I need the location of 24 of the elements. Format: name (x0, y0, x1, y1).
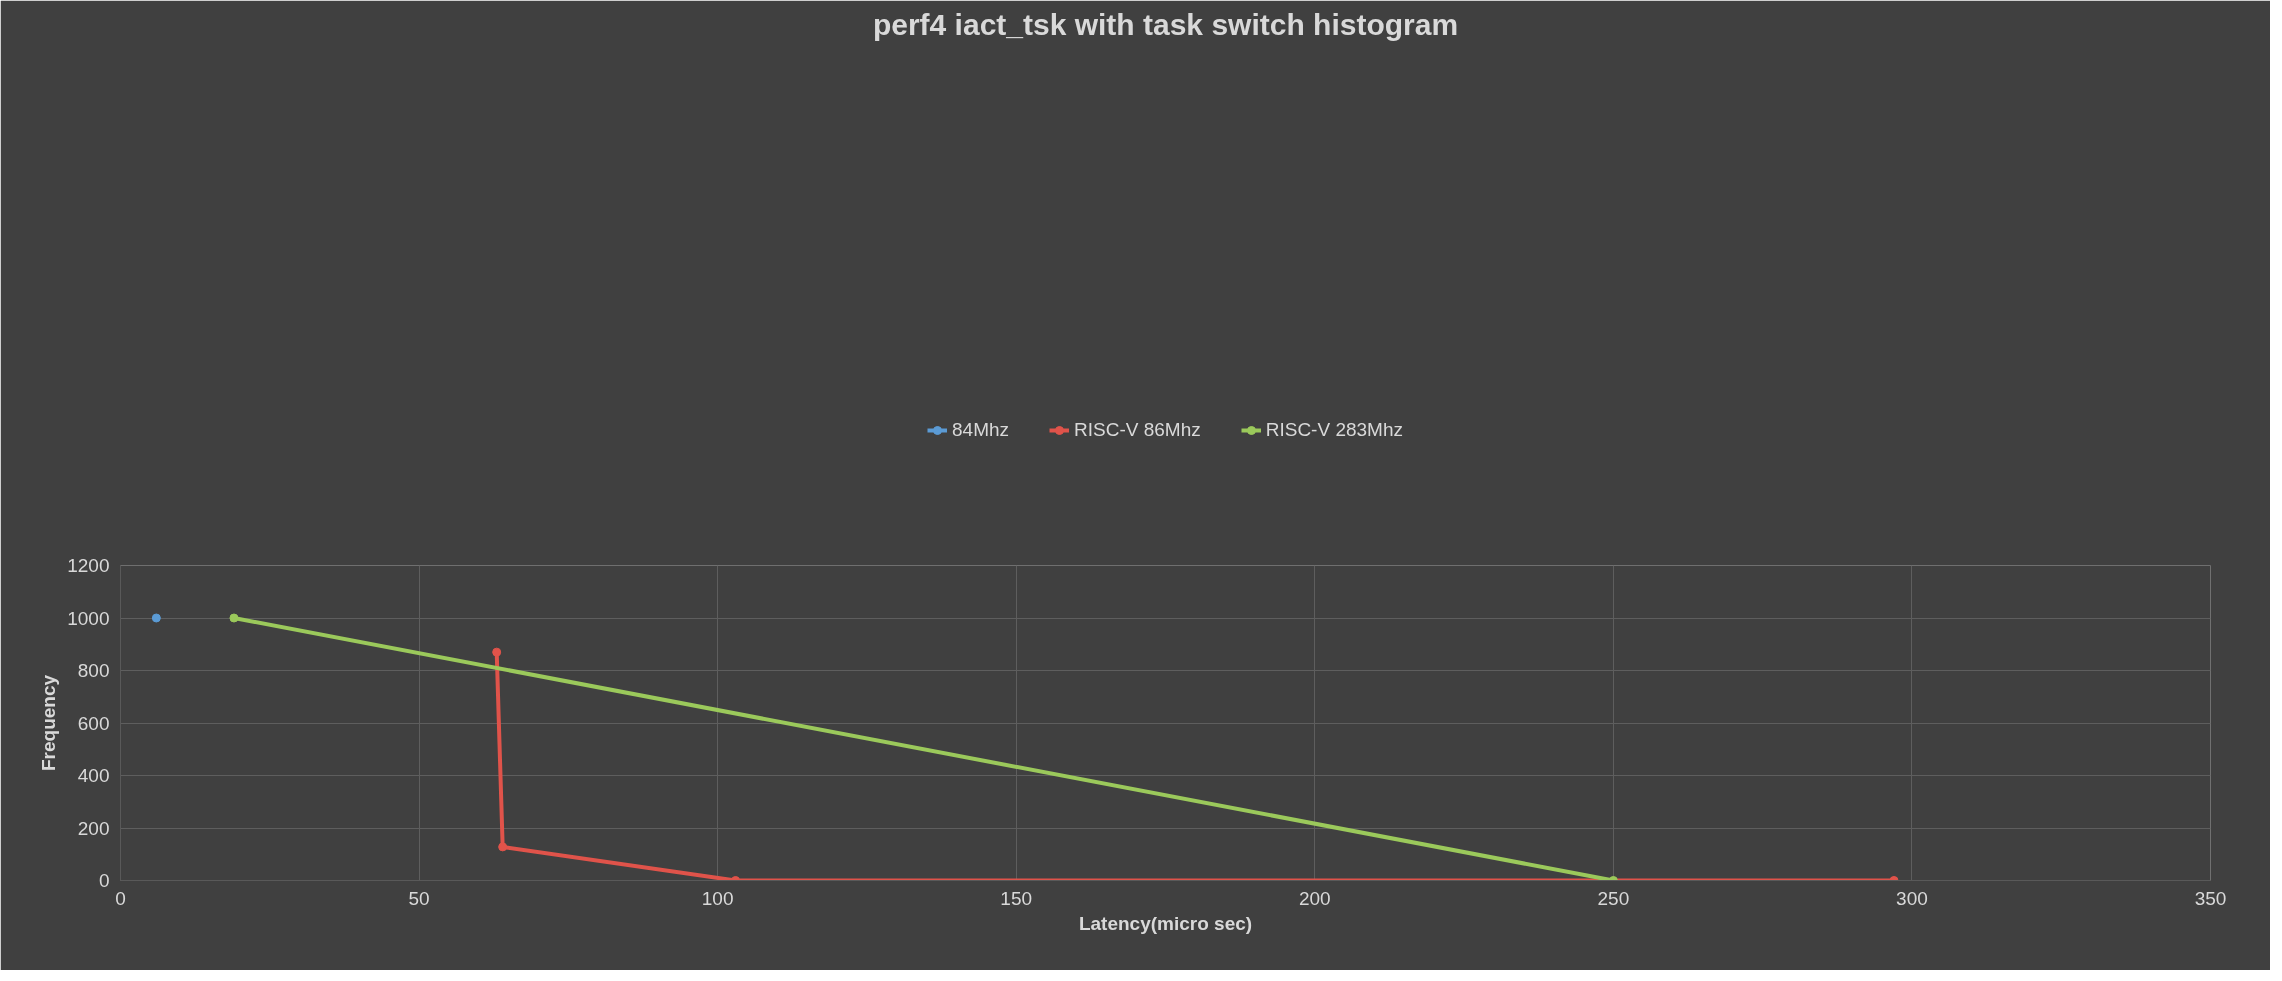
x-tick-label: 250 (1597, 887, 1630, 909)
y-axis-title: Frequency (38, 674, 60, 772)
x-tick-label: 100 (701, 887, 734, 909)
x-tick-label: 200 (1298, 887, 1331, 909)
y-tick-label: 800 (77, 660, 110, 681)
legend-label: RISC-V 283Mhz (1265, 418, 1404, 441)
x-tick-label: 0 (115, 887, 126, 909)
chart-title: perf4 iact_tsk with task switch histogram (872, 7, 1459, 41)
y-tick-label: 0 (98, 870, 110, 891)
legend-label: RISC-V 86Mhz (1074, 418, 1201, 441)
y-tick-label: 1200 (67, 555, 110, 576)
y-tick-label: 600 (77, 712, 110, 734)
x-axis-title: Latency(micro sec) (1078, 912, 1253, 934)
x-tick-label: 350 (2194, 887, 2227, 909)
point (229, 613, 239, 623)
x-tick-label: 50 (408, 887, 430, 909)
point (498, 842, 508, 852)
point (492, 647, 502, 657)
x-tick-label: 150 (1000, 887, 1033, 909)
y-tick-label: 400 (77, 765, 110, 786)
y-tick-label: 1000 (67, 607, 110, 629)
x-tick-label: 300 (1896, 887, 1928, 909)
y-tick-label: 200 (77, 817, 110, 839)
legend-label: 84Mhz (951, 418, 1010, 441)
